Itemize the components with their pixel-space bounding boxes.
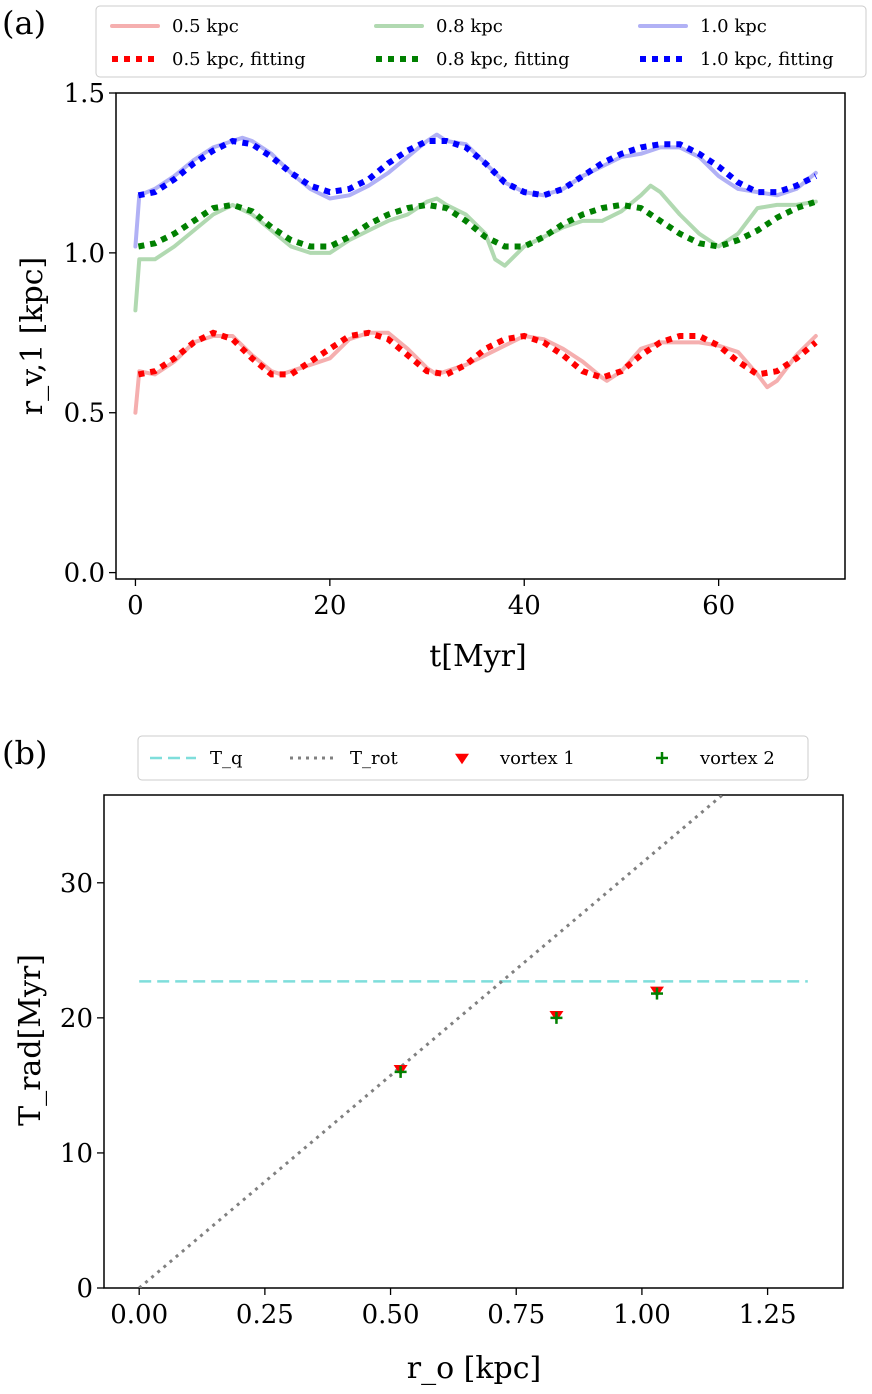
panel-b-x-tick-label-2: 0.50 bbox=[362, 1300, 420, 1330]
panel-b: (b) 0.00 0.25 0.50 0.75 1.00 1.25 0 10 20 30 r_o… bbox=[2, 734, 844, 1386]
panel-a-y-tick-label-1: 0.5 bbox=[64, 399, 105, 429]
panel-b-legend-entry-t-q-label: T_q bbox=[210, 748, 243, 769]
panel-b-x-tick-label-3: 0.75 bbox=[487, 1300, 545, 1330]
panel-b-x-ticks: 0.00 0.25 0.50 0.75 1.00 1.25 bbox=[110, 1288, 797, 1330]
panel-a-legend-entry-1-0-kpc: 1.0 kpc bbox=[638, 16, 767, 37]
panel-a-legend-entry-0-8-kpc-fitting-label: 0.8 kpc, fitting bbox=[436, 49, 570, 70]
panel-a-axes-frame bbox=[115, 92, 846, 580]
panel-a-label: (a) bbox=[2, 4, 46, 42]
panel-b-legend-entry-vortex-1: vortex 1 bbox=[455, 748, 575, 769]
panel-b-legend-entry-t-rot: T_rot bbox=[290, 748, 398, 769]
panel-a-legend-entry-1-0-kpc-fitting-label: 1.0 kpc, fitting bbox=[700, 49, 834, 70]
panel-b-series-vortex-2-point-2 bbox=[650, 987, 663, 1000]
panel-a-legend-entry-0-8-kpc-fitting: 0.8 kpc, fitting bbox=[376, 49, 570, 70]
panel-a-y-tick-label-2: 1.0 bbox=[64, 239, 105, 269]
panel-a-x-tick-label-3: 60 bbox=[702, 591, 735, 621]
panel-b-x-axis-label: r_o [kpc] bbox=[407, 1351, 542, 1386]
panel-a-y-ticks: 0.0 0.5 1.0 1.5 bbox=[64, 79, 116, 589]
panel-b-x-tick-label-5: 1.25 bbox=[739, 1300, 797, 1330]
panel-b-legend-entry-vortex-2-symbol bbox=[656, 752, 668, 764]
panel-b-series-t-rot-line bbox=[138, 795, 724, 1288]
panel-b-legend-entry-vortex-1-symbol bbox=[455, 753, 469, 765]
panel-b-axes-frame bbox=[103, 794, 844, 1289]
panel-a-x-axis-label: t[Myr] bbox=[429, 639, 526, 674]
panel-b-legend-entry-t-q: T_q bbox=[150, 748, 243, 769]
panel-b-legend: T_q T_rot vortex 1 vortex 2 bbox=[137, 735, 809, 781]
panel-a-series bbox=[133, 132, 818, 415]
panel-b-series-vortex-2-point-0 bbox=[394, 1065, 407, 1078]
panel-a-x-tick-label-0: 0 bbox=[127, 591, 144, 621]
panel-a: (a) 0 20 40 60 0.0 0.5 1.0 1.5 t[Myr] r_v,1 [k… bbox=[2, 4, 867, 674]
panel-b-x-tick-label-0: 0.00 bbox=[110, 1300, 168, 1330]
panel-a-x-ticks: 0 20 40 60 bbox=[127, 579, 735, 621]
panel-a-series-1-0-kpc-fitting-line bbox=[137, 137, 818, 199]
panel-b-legend-entry-t-rot-label: T_rot bbox=[350, 748, 398, 769]
panel-b-x-tick-label-1: 0.25 bbox=[236, 1300, 294, 1330]
panel-b-y-tick-label-1: 10 bbox=[60, 1139, 93, 1169]
panel-b-y-tick-label-2: 20 bbox=[60, 1004, 93, 1034]
panel-a-legend-entry-0-5-kpc-fitting: 0.5 kpc, fitting bbox=[112, 49, 306, 70]
panel-a-y-tick-label-0: 0.0 bbox=[64, 559, 105, 589]
panel-b-legend-entry-vortex-2-label: vortex 2 bbox=[699, 748, 775, 769]
panel-a-legend: 0.5 kpc 0.8 kpc 1.0 kpc 0.5 kpc, fitting 0.8… bbox=[95, 5, 867, 78]
panel-a-y-axis-label: r_v,1 [kpc] bbox=[15, 257, 50, 415]
panel-b-y-tick-label-3: 30 bbox=[60, 869, 93, 899]
panel-a-legend-entry-0-5-kpc-fitting-label: 0.5 kpc, fitting bbox=[172, 49, 306, 70]
panel-b-legend-entry-vortex-2: vortex 2 bbox=[656, 748, 775, 769]
panel-b-y-axis-label: T_rad[Myr] bbox=[13, 954, 48, 1126]
panel-a-legend-entry-0-8-kpc-label: 0.8 kpc bbox=[436, 16, 503, 37]
panel-a-legend-entry-0-5-kpc: 0.5 kpc bbox=[110, 16, 239, 37]
panel-b-series-vortex-2-point-1 bbox=[550, 1011, 563, 1024]
panel-b-x-tick-label-4: 1.00 bbox=[613, 1300, 671, 1330]
panel-a-legend-entry-0-5-kpc-label: 0.5 kpc bbox=[172, 16, 239, 37]
panel-a-legend-entry-1-0-kpc-label: 1.0 kpc bbox=[700, 16, 767, 37]
panel-b-series bbox=[138, 795, 808, 1288]
panel-b-legend-box bbox=[137, 735, 809, 781]
panel-a-y-tick-label-3: 1.5 bbox=[64, 79, 105, 109]
panel-a-legend-box bbox=[95, 5, 867, 78]
panel-a-legend-entry-1-0-kpc-fitting: 1.0 kpc, fitting bbox=[640, 49, 834, 70]
panel-a-legend-entry-0-8-kpc: 0.8 kpc bbox=[374, 16, 503, 37]
panel-a-series-0-8-kpc-fitting-line bbox=[137, 198, 817, 250]
panel-a-series-0-5-kpc-fitting-line bbox=[137, 329, 818, 381]
panel-a-x-tick-label-2: 40 bbox=[508, 591, 541, 621]
panel-b-y-tick-label-0: 0 bbox=[76, 1274, 93, 1304]
panel-a-x-tick-label-1: 20 bbox=[313, 591, 346, 621]
panel-b-label: (b) bbox=[2, 734, 47, 772]
panel-b-y-ticks: 0 10 20 30 bbox=[60, 869, 104, 1304]
panel-b-legend-entry-vortex-1-label: vortex 1 bbox=[499, 748, 575, 769]
panel-a-series-0-8-kpc-line bbox=[133, 183, 818, 313]
